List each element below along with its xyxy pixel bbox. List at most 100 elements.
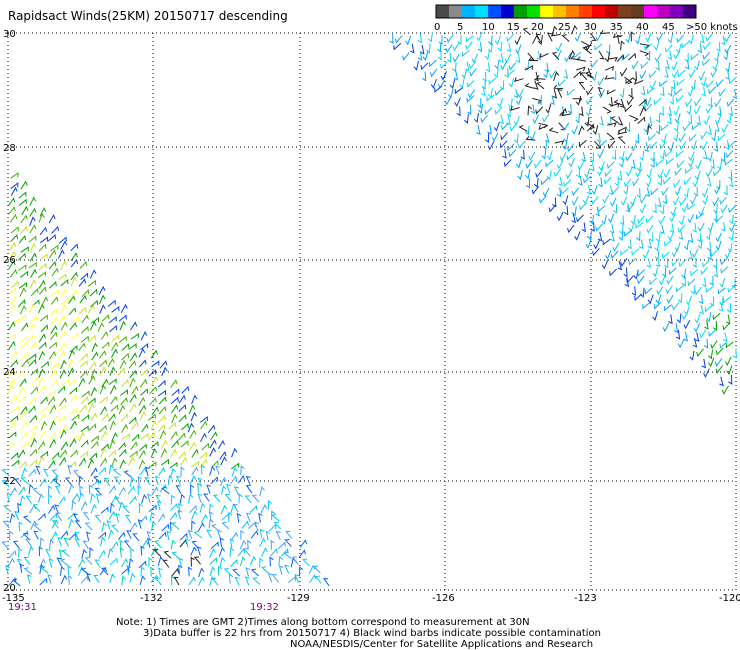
wind-barb: [611, 186, 619, 195]
wind-barb: [517, 140, 526, 149]
wind-barb: [681, 203, 689, 213]
wind-barb: [620, 258, 628, 267]
wind-barb: [119, 320, 127, 331]
wind-barb: [118, 314, 127, 322]
wind-barb: [558, 176, 563, 187]
wind-barb: [486, 94, 495, 102]
wind-barb: [568, 158, 575, 168]
wind-barb: [624, 104, 633, 113]
wind-barb: [724, 158, 733, 166]
wind-barb: [427, 32, 433, 43]
wind-barb: [236, 512, 242, 523]
wind-barb: [716, 42, 721, 53]
wind-barb: [78, 278, 87, 287]
wind-barb: [620, 196, 628, 206]
wind-barb: [70, 276, 78, 287]
wind-barb: [607, 140, 616, 149]
wind-barb: [644, 142, 649, 153]
wind-barb: [688, 233, 694, 243]
wind-barb: [645, 215, 654, 224]
wind-barb: [265, 530, 271, 541]
wind-barb: [55, 512, 62, 521]
wind-barb: [70, 316, 79, 324]
wind-barb: [706, 312, 712, 323]
wind-barb: [710, 159, 715, 170]
wind-barb: [19, 304, 27, 315]
wind-barb: [585, 96, 593, 106]
wind-barbs: [1, 24, 738, 587]
wind-barb: [185, 538, 190, 548]
wind-barb: [158, 531, 167, 540]
wind-barb: [115, 512, 121, 523]
wind-barb: [452, 53, 460, 63]
wind-barb: [623, 185, 629, 196]
wind-barb: [193, 530, 203, 539]
wind-barb: [676, 313, 682, 324]
wind-barb: [40, 566, 49, 574]
wind-barb: [140, 545, 145, 556]
lat-label-24: 24: [3, 367, 16, 378]
wind-barb: [552, 88, 558, 99]
wind-barb: [291, 556, 299, 565]
wind-barb: [473, 113, 479, 124]
wind-barb: [607, 116, 612, 127]
wind-barb: [537, 35, 543, 46]
wind-barb: [457, 34, 462, 45]
wind-barb: [151, 360, 160, 368]
wind-barb: [88, 423, 97, 432]
wind-barb: [154, 475, 160, 486]
wind-barb: [409, 43, 415, 54]
wind-barb: [47, 389, 56, 397]
wind-barb: [623, 178, 632, 188]
wind-barb: [666, 157, 675, 165]
wind-barb: [294, 574, 300, 584]
wind-barb: [29, 207, 37, 217]
wind-barb: [549, 69, 557, 80]
wind-barb: [219, 537, 225, 548]
wind-barb: [278, 555, 284, 566]
wind-barb: [661, 133, 667, 144]
wind-barb: [504, 53, 511, 64]
wind-barb: [628, 88, 633, 99]
wind-barb: [18, 235, 27, 244]
wind-barb: [678, 133, 686, 143]
wind-barb: [597, 205, 606, 213]
wind-barb: [539, 53, 549, 59]
wind-barb: [219, 556, 226, 567]
wind-barb: [129, 369, 137, 379]
wind-barb: [18, 191, 27, 199]
wind-barb: [550, 31, 561, 37]
wind-barb: [129, 321, 138, 331]
wind-barb: [19, 335, 28, 343]
wind-barb: [80, 500, 88, 511]
wind-barb: [69, 420, 78, 430]
wind-barb: [18, 395, 27, 403]
wind-barb: [193, 556, 201, 565]
wind-barb: [8, 321, 16, 331]
wind-barb: [428, 59, 437, 68]
wind-barb: [220, 456, 227, 466]
wind-barb: [80, 272, 89, 280]
wind-barb: [148, 461, 157, 469]
wind-barb: [703, 115, 710, 126]
wind-barb: [219, 476, 227, 487]
wind-barb: [627, 239, 632, 250]
wind-barb: [610, 116, 619, 124]
wind-barb: [31, 376, 39, 386]
wind-barb: [720, 222, 726, 233]
wind-barb: [717, 160, 723, 171]
wind-barb: [546, 150, 553, 161]
wind-barb: [190, 546, 197, 556]
wind-barb: [693, 105, 701, 115]
lat-label-20: 20: [3, 583, 16, 594]
wind-barb: [639, 106, 647, 116]
wind-barb: [499, 80, 505, 91]
wind-barb: [30, 437, 38, 448]
wind-barb: [695, 160, 702, 170]
wind-barb: [51, 414, 59, 424]
wind-barb: [694, 170, 701, 181]
wind-barb: [90, 299, 99, 308]
wind-barb: [99, 304, 106, 314]
wind-barb: [121, 352, 130, 361]
wind-barb: [579, 72, 588, 81]
